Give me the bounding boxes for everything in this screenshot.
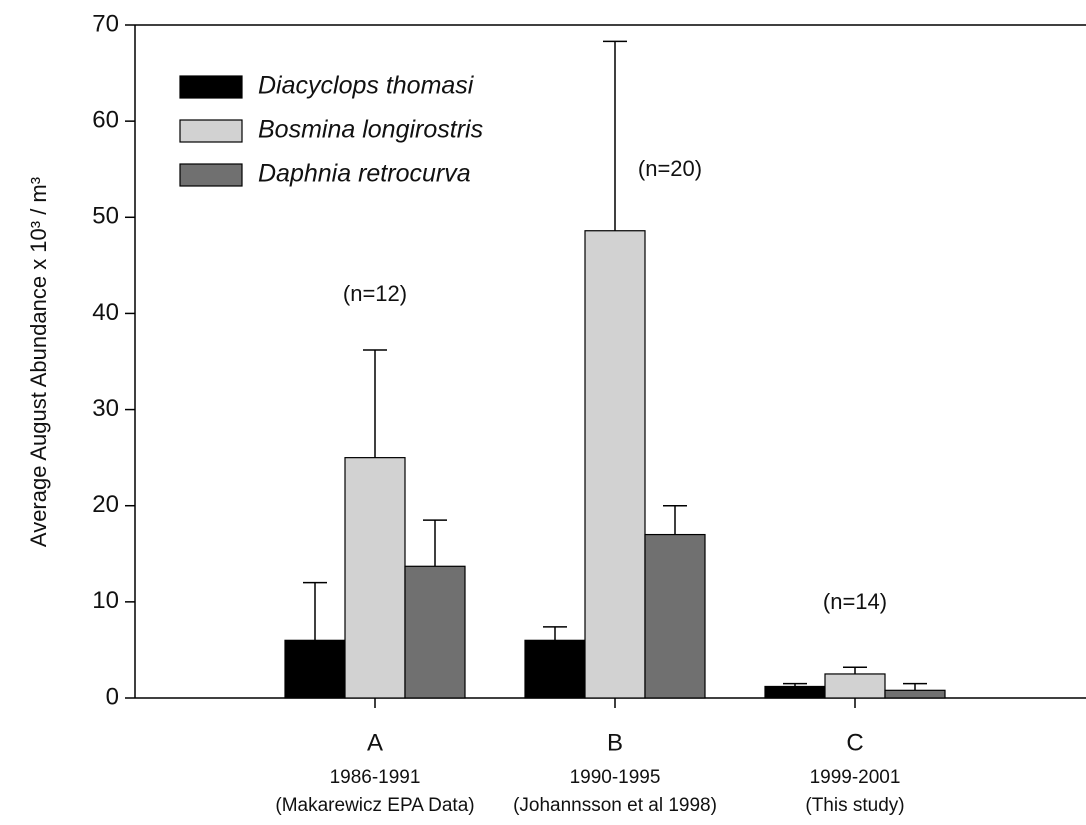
x-tick-label: A bbox=[367, 729, 383, 756]
legend-swatch bbox=[179, 75, 243, 99]
period-label: 1990-1995 bbox=[570, 767, 661, 788]
legend-label: Daphnia retrocurva bbox=[258, 160, 471, 188]
source-label: (Johannsson et al 1998) bbox=[513, 795, 717, 816]
bar bbox=[764, 685, 826, 699]
period-label: 1999-2001 bbox=[810, 767, 901, 788]
y-tick-label: 0 bbox=[106, 683, 119, 710]
source-label: (Makarewicz EPA Data) bbox=[275, 795, 474, 816]
bar bbox=[644, 533, 706, 699]
y-tick-label: 20 bbox=[92, 491, 119, 518]
bar bbox=[404, 565, 466, 699]
bar bbox=[824, 673, 886, 699]
y-tick-label: 50 bbox=[92, 203, 119, 230]
bar bbox=[884, 689, 946, 699]
annotation: (n=12) bbox=[343, 281, 407, 306]
legend-swatch bbox=[179, 119, 243, 143]
y-tick-label: 30 bbox=[92, 395, 119, 422]
annotation: (n=20) bbox=[638, 156, 702, 181]
legend-swatch bbox=[179, 163, 243, 187]
bar bbox=[344, 457, 406, 699]
legend-label: Diacyclops thomasi bbox=[258, 72, 475, 100]
x-tick-label: B bbox=[607, 729, 623, 756]
y-axis-title: Average August Abundance x 10³ / m³ bbox=[26, 177, 51, 547]
y-tick-label: 40 bbox=[92, 299, 119, 326]
period-label: 1986-1991 bbox=[330, 767, 421, 788]
y-tick-label: 10 bbox=[92, 587, 119, 614]
bar bbox=[284, 639, 346, 699]
y-tick-label: 70 bbox=[92, 10, 119, 37]
bar bbox=[524, 639, 586, 699]
annotation: (n=14) bbox=[823, 589, 887, 614]
legend-label: Bosmina longirostris bbox=[258, 116, 483, 144]
x-tick-label: C bbox=[846, 729, 863, 756]
bar bbox=[584, 230, 646, 699]
y-tick-label: 60 bbox=[92, 106, 119, 133]
source-label: (This study) bbox=[805, 795, 904, 816]
